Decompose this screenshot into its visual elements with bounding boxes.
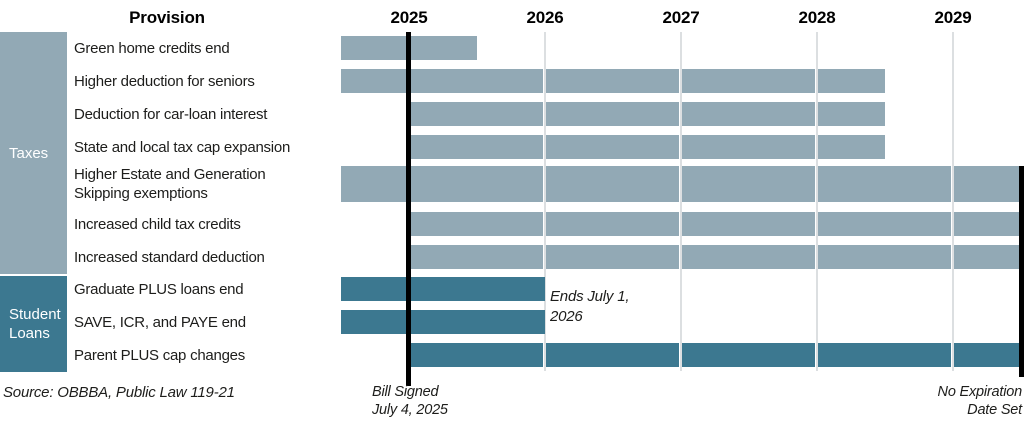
timeline-bar-segment — [341, 277, 545, 301]
timeline-bar-segment — [546, 102, 679, 126]
group-label: Taxes — [9, 144, 49, 162]
bill-signed-marker-line — [406, 32, 411, 386]
year-gridline — [816, 32, 818, 371]
provision-row-label: State and local tax cap expansion — [74, 138, 342, 157]
timeline-bar-segment — [682, 212, 815, 236]
provision-row-label: Increased child tax credits — [74, 215, 342, 234]
provision-row-label-line: Skipping exemptions — [74, 185, 208, 202]
no-expiration-marker-line — [1019, 166, 1024, 377]
timeline-bar-segment — [546, 69, 679, 93]
timeline-bar-segment — [818, 135, 885, 159]
ends-july-annotation-line2: 2026 — [550, 308, 583, 325]
no-expiration-annotation-line1: No Expiration — [937, 384, 1023, 400]
timeline-bar-segment — [818, 212, 951, 236]
group-label: Student Loans — [9, 306, 61, 342]
timeline-bar-segment — [682, 135, 815, 159]
provision-row-label-line: Green home credits end — [74, 39, 230, 57]
year-gridline — [952, 32, 954, 371]
provision-column-header: Provision — [129, 8, 205, 27]
timeline-bar-segment — [818, 102, 885, 126]
timeline-bar-segment — [546, 343, 679, 367]
timeline-bar-segment — [818, 166, 951, 202]
timeline-bar-segment — [818, 343, 951, 367]
provision-row-label-line: Graduate PLUS loans end — [74, 280, 244, 298]
bill-signed-annotation-line1: Bill Signed — [372, 384, 439, 400]
timeline-bar-segment — [409, 135, 543, 159]
year-gridline — [544, 32, 546, 371]
timeline-bar-segment — [954, 245, 1022, 269]
group-block-taxes: Taxes — [0, 32, 67, 274]
ends-july-annotation: Ends July 1, 2026 — [550, 287, 630, 327]
ends-july-annotation-line1: Ends July 1, — [550, 288, 630, 305]
year-label-2026: 2026 — [526, 8, 564, 27]
timeline-bar-segment — [409, 343, 543, 367]
provision-row-label-line: Increased child tax credits — [74, 215, 241, 233]
source-note: Source: OBBBA, Public Law 119-21 — [3, 384, 235, 401]
timeline-bar-segment — [818, 245, 951, 269]
timeline-bar-segment — [682, 69, 815, 93]
timeline-bar-segment — [954, 166, 1022, 202]
provision-row-label: Graduate PLUS loans end — [74, 280, 342, 299]
provision-row-label: Parent PLUS cap changes — [74, 346, 342, 365]
timeline-bar-segment — [546, 212, 679, 236]
provision-row-label-line: State and local tax cap expansion — [74, 138, 291, 156]
timeline-bar-segment — [818, 69, 885, 93]
year-gridline — [680, 32, 682, 371]
timeline-bar-segment — [546, 166, 679, 202]
timeline-bar-segment — [409, 245, 543, 269]
timeline-bar-segment — [341, 69, 543, 93]
timeline-bar-segment — [409, 212, 543, 236]
timeline-bar-segment — [341, 166, 543, 202]
provision-row-label-line: Parent PLUS cap changes — [74, 346, 246, 364]
no-expiration-annotation: No Expiration Date Set — [937, 383, 1023, 419]
provision-row-label-line: Deduction for car-loan interest — [74, 105, 268, 123]
timeline-bar-segment — [682, 343, 815, 367]
provision-row-label-line: SAVE, ICR, and PAYE end — [74, 313, 246, 331]
timeline-bar-segment — [546, 245, 679, 269]
provision-row-label-line: Higher deduction for seniors — [74, 72, 255, 90]
year-label-2027: 2027 — [662, 8, 700, 27]
provision-row-label: SAVE, ICR, and PAYE end — [74, 313, 342, 332]
provision-row-label: Deduction for car-loan interest — [74, 105, 342, 124]
provision-row-label-line: Increased standard deduction — [74, 248, 265, 266]
year-label-2028: 2028 — [798, 8, 836, 27]
bill-signed-annotation-line2: July 4, 2025 — [372, 402, 448, 418]
provision-row-label-line: Higher Estate and Generation — [74, 166, 266, 183]
year-label-2025: 2025 — [390, 8, 428, 27]
timeline-bar-segment — [546, 135, 679, 159]
timeline-bar-segment — [682, 166, 815, 202]
provision-row-label: Green home credits end — [74, 39, 342, 58]
provision-row-label: Increased standard deduction — [74, 248, 342, 267]
bill-signed-annotation: Bill Signed July 4, 2025 — [372, 383, 448, 419]
timeline-bar-segment — [682, 102, 815, 126]
timeline-bar-segment — [682, 245, 815, 269]
timeline-bar-segment — [409, 102, 543, 126]
provision-row-label: Higher deduction for seniors — [74, 72, 342, 91]
year-label-2029: 2029 — [934, 8, 972, 27]
timeline-bar-segment — [954, 212, 1022, 236]
group-block-student-loans: Student Loans — [0, 276, 67, 372]
provision-row-label: Higher Estate and Generation Skipping exe… — [74, 165, 342, 203]
timeline-bar-segment — [341, 310, 545, 334]
timeline-bar-segment — [954, 343, 1022, 367]
no-expiration-annotation-line2: Date Set — [967, 402, 1022, 418]
